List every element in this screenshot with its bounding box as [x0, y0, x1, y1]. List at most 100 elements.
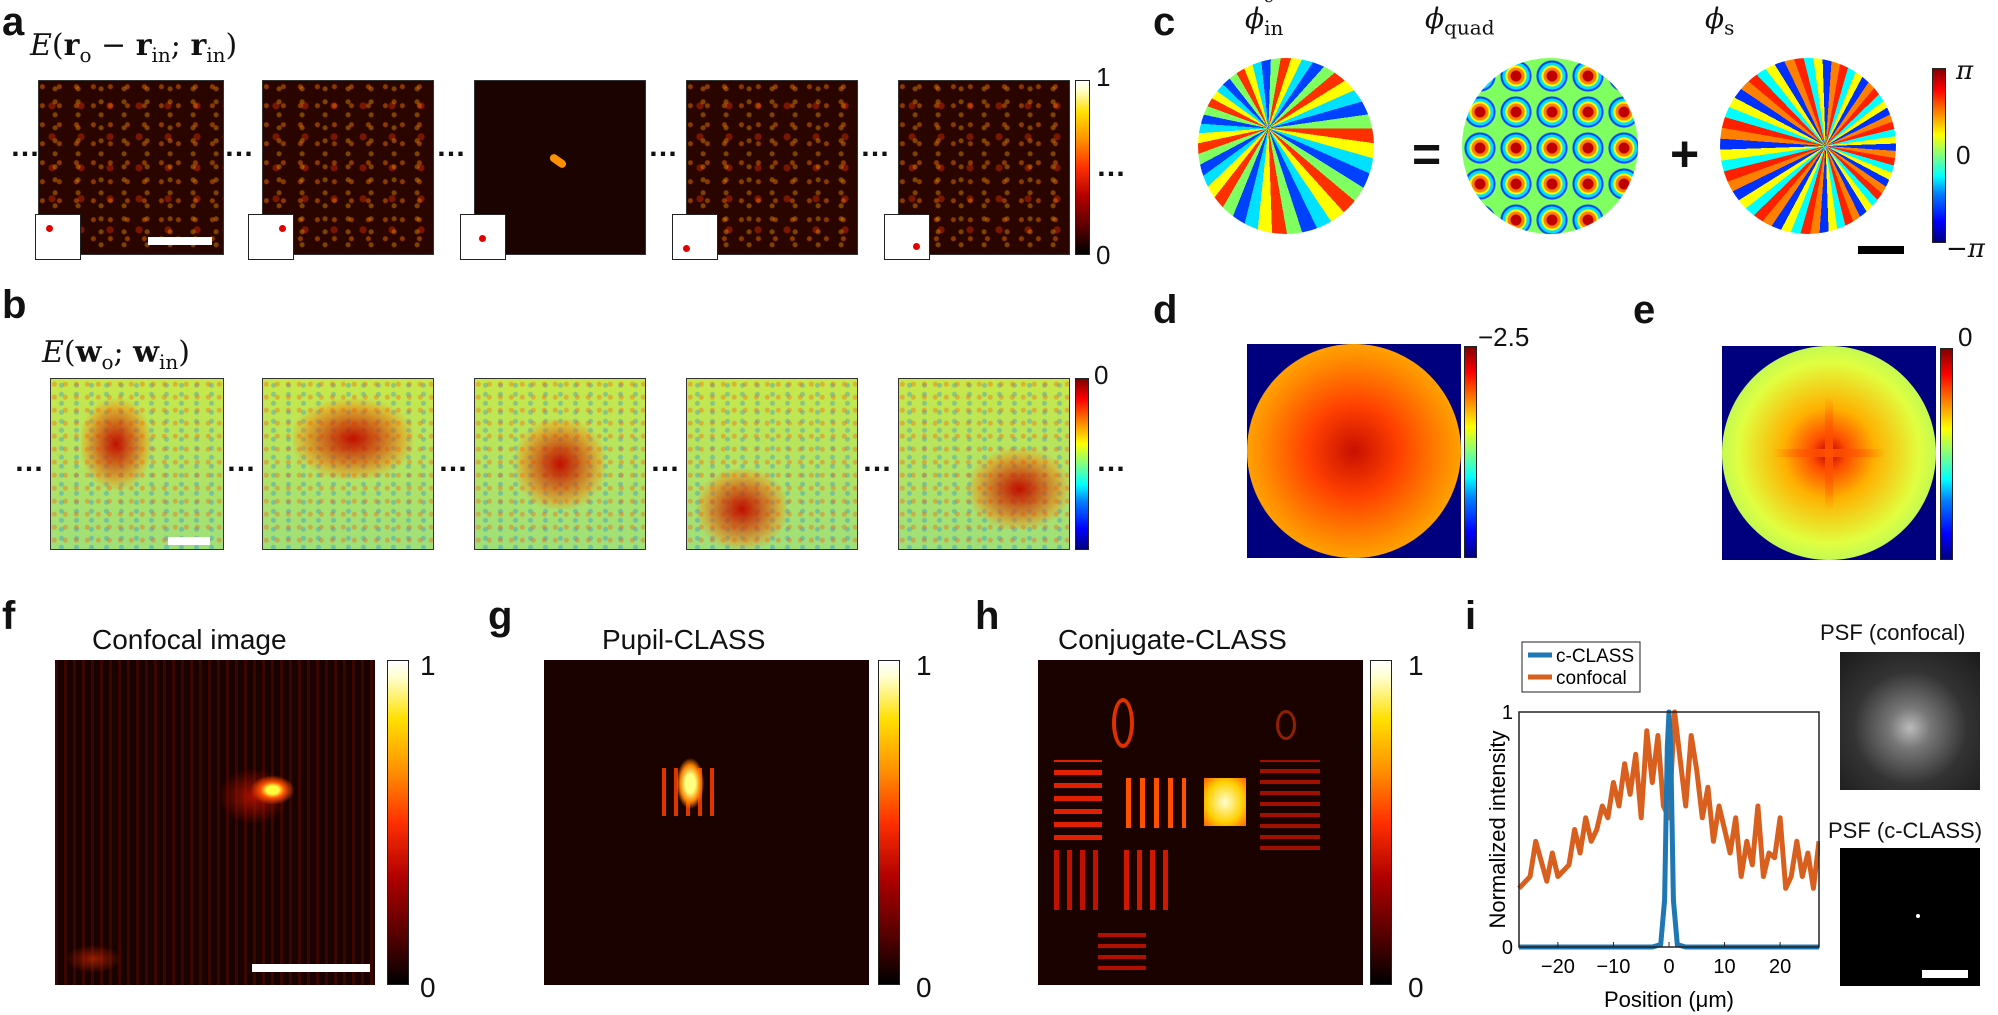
x-tick-label: −10	[1596, 956, 1630, 978]
ellipsis: …	[650, 445, 681, 478]
x-tick-label: 10	[1713, 956, 1735, 978]
panel-label-e: e	[1633, 288, 1656, 332]
scale-bar-a	[148, 237, 212, 245]
series-line-confocal	[1517, 709, 1820, 891]
pupil-image-3	[474, 378, 646, 550]
colorbar-g	[878, 660, 900, 985]
x-tick-label: 20	[1769, 956, 1791, 978]
conjugate-class-image	[1038, 660, 1363, 985]
line-profile-chart: −20 −10 0 10 20 0 1 Position (μm) Normalized int…	[1485, 641, 1820, 1012]
phase-map-in	[1198, 58, 1374, 234]
scale-bar-c	[1858, 246, 1904, 254]
x-tick-label: −20	[1541, 956, 1575, 978]
focus-marker	[683, 245, 690, 252]
pupil-image-2	[262, 378, 434, 550]
panel-label-h: h	[975, 594, 1000, 638]
colorbar-h-max: 1	[1408, 650, 1424, 681]
panel-label-c: c	[1153, 0, 1176, 44]
colorbar-h	[1370, 660, 1392, 985]
focus-marker	[279, 225, 286, 232]
position-inset-5	[884, 214, 930, 260]
psf-cclass-title: PSF (c-CLASS)	[1828, 818, 1983, 843]
pupil-image-1	[50, 378, 224, 550]
panel-label-i: i	[1465, 594, 1477, 638]
colorbar-e-max: 0	[1958, 322, 1973, 352]
focus-marker	[46, 225, 53, 232]
panel-h-title: Conjugate-CLASS	[1058, 624, 1287, 655]
confocal-image	[55, 660, 375, 985]
psf-cclass-image	[1840, 848, 1980, 986]
colorbar-b	[1075, 378, 1089, 550]
equation-a: E(ro − rin; rin)	[30, 28, 238, 67]
pupil-image-5	[898, 378, 1070, 550]
ellipsis: …	[10, 130, 41, 163]
psf-confocal-image	[1840, 652, 1980, 790]
colorbar-f-min: 0	[420, 972, 436, 1003]
colorbar-f	[387, 660, 409, 985]
equation-b: E(wo; win)	[42, 335, 190, 374]
pupil-image-4	[686, 378, 858, 550]
y-tick-label: 0	[1502, 937, 1513, 959]
colorbar-c-min: −π	[1946, 234, 1985, 264]
colorbar-f-max: 1	[420, 650, 436, 681]
focus-marker	[479, 235, 486, 242]
colorbar-g-max: 1	[916, 650, 932, 681]
colorbar-d-max: −2.5	[1478, 322, 1530, 352]
x-axis-label: Position (μm)	[1604, 987, 1734, 1012]
plus-sign: +	[1670, 126, 1700, 182]
colorbar-a-min: 0	[1096, 240, 1111, 270]
scale-bar-b	[168, 537, 210, 545]
colorbar-b-max: 0	[1094, 360, 1109, 390]
spectrum-image-e	[1722, 346, 1936, 560]
phase-map-quad	[1462, 58, 1638, 234]
position-inset-1	[35, 214, 81, 260]
spectrum-image-d	[1247, 344, 1461, 558]
y-tick-label: 1	[1502, 702, 1513, 724]
ellipsis: …	[224, 130, 255, 163]
legend-label-c-CLASS: c-CLASS	[1556, 646, 1634, 667]
ellipsis: …	[438, 445, 469, 478]
panel-label-g: g	[488, 594, 513, 638]
ellipsis: …	[14, 445, 45, 478]
position-inset-4	[672, 214, 718, 260]
position-inset-2	[248, 214, 294, 260]
colorbar-h-min: 0	[1408, 972, 1424, 1003]
phi-in-c-label: ϕcin	[1245, 0, 1284, 40]
colorbar-e	[1940, 348, 1953, 560]
panel-f-title: Confocal image	[92, 624, 287, 655]
panel-g-title: Pupil-CLASS	[602, 624, 766, 655]
panel-label-b: b	[2, 283, 27, 327]
colorbar-c-max: π	[1956, 56, 1974, 86]
phase-map-s	[1720, 58, 1896, 234]
legend-box	[1521, 641, 1641, 693]
colorbar-c-mid: 0	[1956, 140, 1971, 170]
ellipsis: …	[436, 130, 467, 163]
equals-sign: =	[1412, 126, 1442, 182]
colorbar-d	[1464, 346, 1477, 558]
panel-label-f: f	[2, 594, 16, 638]
ellipsis: …	[1096, 150, 1127, 183]
focus-marker	[913, 243, 920, 250]
ellipsis: …	[862, 445, 893, 478]
ellipsis: …	[1096, 445, 1127, 478]
colorbar-a	[1075, 80, 1090, 255]
colorbar-c	[1932, 68, 1946, 243]
legend-label-confocal: confocal	[1556, 668, 1627, 689]
ellipsis: …	[226, 445, 257, 478]
scale-bar-i	[1922, 970, 1968, 978]
position-inset-3	[460, 214, 506, 260]
panel-label-d: d	[1153, 288, 1178, 332]
psf-confocal-title: PSF (confocal)	[1820, 620, 1966, 645]
colorbar-a-max: 1	[1096, 62, 1111, 92]
phi-s-label: ϕs	[1705, 2, 1735, 40]
series-line-c-CLASS	[1519, 709, 1819, 950]
phi-quad-label: ϕquad	[1425, 2, 1495, 40]
ellipsis: …	[860, 130, 891, 163]
scale-bar-f	[252, 964, 370, 972]
panel-label-a: a	[2, 0, 25, 44]
ellipsis: …	[648, 130, 679, 163]
pupil-class-image	[544, 660, 869, 985]
colorbar-g-min: 0	[916, 972, 932, 1003]
y-axis-label: Normalized intensity	[1485, 730, 1510, 928]
x-tick-label: 0	[1663, 956, 1674, 978]
